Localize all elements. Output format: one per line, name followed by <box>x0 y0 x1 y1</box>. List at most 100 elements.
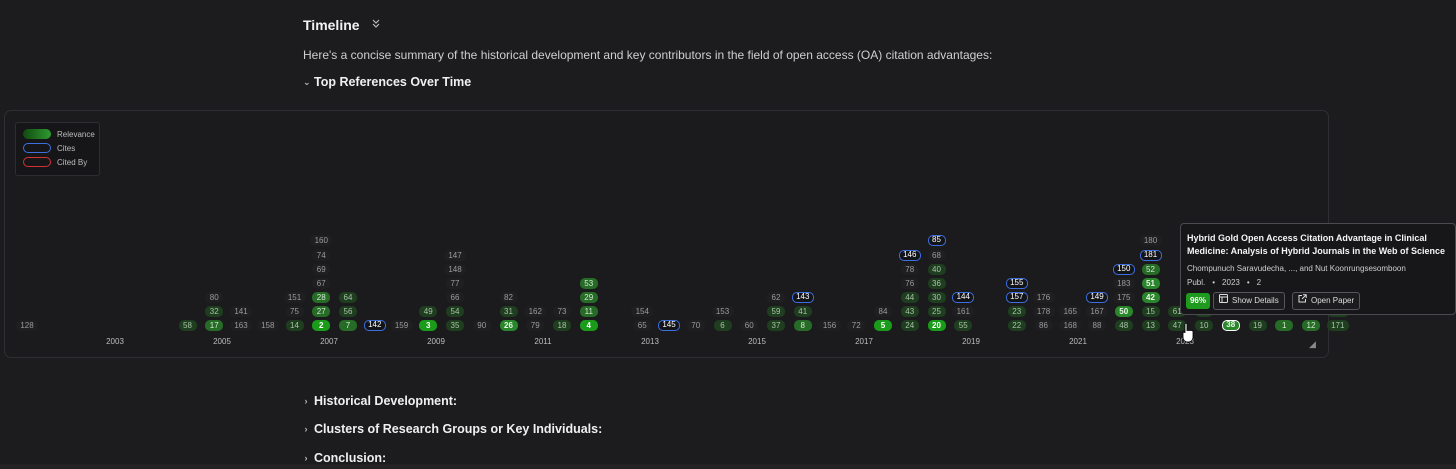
reference-pill[interactable]: 80 <box>205 291 224 303</box>
reference-pill[interactable]: 154 <box>631 305 654 317</box>
reference-pill[interactable]: 150 <box>1112 263 1135 275</box>
resize-handle-icon[interactable]: ◢ <box>1309 339 1316 349</box>
reference-pill[interactable]: 8 <box>793 320 812 331</box>
reference-pill[interactable]: 47 <box>1168 320 1187 331</box>
reference-pill[interactable]: 53 <box>579 277 598 289</box>
reference-pill[interactable]: 68 <box>927 249 946 261</box>
reference-pill[interactable]: 20 <box>927 320 946 331</box>
reference-pill[interactable]: 165 <box>1059 305 1082 317</box>
open-paper-button[interactable]: Open Paper <box>1292 292 1361 310</box>
reference-pill[interactable]: 145 <box>658 320 680 331</box>
reference-pill[interactable]: 49 <box>419 305 438 317</box>
section-top-references[interactable]: ⌄ Top References Over Time <box>303 75 471 89</box>
reference-pill[interactable]: 30 <box>927 291 946 303</box>
reference-pill[interactable]: 27 <box>312 305 331 317</box>
reference-pill[interactable]: 1 <box>1275 320 1294 331</box>
reference-pill[interactable]: 59 <box>767 305 785 317</box>
reference-pill[interactable]: 44 <box>900 291 919 303</box>
reference-pill[interactable]: 153 <box>711 305 734 317</box>
reference-pill[interactable]: 10 <box>1195 320 1213 331</box>
reference-pill[interactable]: 36 <box>927 277 946 289</box>
reference-pill[interactable]: 160 <box>310 235 333 247</box>
reference-pill[interactable]: 51 <box>1141 277 1160 289</box>
reference-pill[interactable]: 178 <box>1032 305 1055 317</box>
reference-pill[interactable]: 146 <box>898 249 921 261</box>
reference-pill[interactable]: 142 <box>363 320 386 331</box>
reference-pill[interactable]: 56 <box>339 305 357 317</box>
reference-pill[interactable]: 158 <box>256 320 279 331</box>
reference-pill[interactable]: 29 <box>579 291 598 303</box>
reference-pill[interactable]: 12 <box>1302 320 1320 331</box>
reference-pill[interactable]: 180 <box>1139 235 1162 247</box>
reference-pill[interactable]: 37 <box>767 320 785 331</box>
section-historical-development[interactable]: › Historical Development: <box>303 394 458 408</box>
reference-pill[interactable]: 82 <box>499 291 518 303</box>
reference-pill[interactable]: 2 <box>312 320 331 331</box>
reference-pill[interactable]: 61 <box>1168 305 1187 317</box>
reference-pill[interactable]: 22 <box>1007 320 1026 331</box>
reference-pill[interactable]: 168 <box>1059 320 1082 331</box>
reference-pill[interactable]: 143 <box>791 291 814 303</box>
reference-pill[interactable]: 149 <box>1086 291 1108 303</box>
reference-pill[interactable]: 85 <box>927 235 946 247</box>
reference-pill[interactable]: 84 <box>874 305 892 317</box>
reference-pill[interactable]: 7 <box>339 320 357 331</box>
reference-pill[interactable]: 78 <box>900 263 919 275</box>
reference-pill[interactable]: 66 <box>446 291 464 303</box>
reference-pill[interactable]: 24 <box>900 320 919 331</box>
reference-pill[interactable]: 79 <box>526 320 545 331</box>
reference-pill[interactable]: 157 <box>1005 291 1028 303</box>
reference-pill[interactable]: 48 <box>1114 320 1133 331</box>
reference-pill[interactable]: 155 <box>1005 277 1028 289</box>
reference-pill[interactable]: 32 <box>205 305 224 317</box>
reference-pill[interactable]: 162 <box>524 305 547 317</box>
reference-pill[interactable]: 77 <box>446 277 464 289</box>
reference-pill[interactable]: 128 <box>16 320 38 331</box>
reference-pill[interactable]: 65 <box>633 320 652 331</box>
reference-pill[interactable]: 25 <box>927 305 946 317</box>
reference-pill[interactable]: 26 <box>499 320 518 331</box>
reference-pill[interactable]: 38 <box>1221 320 1240 331</box>
reference-pill[interactable]: 86 <box>1034 320 1053 331</box>
reference-pill[interactable]: 13 <box>1141 320 1160 331</box>
reference-pill[interactable]: 73 <box>553 305 571 317</box>
reference-pill[interactable]: 62 <box>767 291 785 303</box>
reference-pill[interactable]: 70 <box>686 320 705 331</box>
show-details-button[interactable]: Show Details <box>1213 292 1285 310</box>
reference-pill[interactable]: 40 <box>927 263 946 275</box>
reference-pill[interactable]: 159 <box>390 320 413 331</box>
reference-pill[interactable]: 88 <box>1088 320 1106 331</box>
reference-pill[interactable]: 52 <box>1141 263 1160 275</box>
reference-pill[interactable]: 19 <box>1248 320 1267 331</box>
reference-pill[interactable]: 14 <box>285 320 304 331</box>
reference-pill[interactable]: 76 <box>900 277 919 289</box>
reference-pill[interactable]: 175 <box>1112 291 1135 303</box>
reference-pill[interactable]: 156 <box>818 320 841 331</box>
reference-pill[interactable]: 55 <box>954 320 973 331</box>
double-chevron-down-icon[interactable] <box>372 19 380 31</box>
reference-pill[interactable]: 43 <box>900 305 919 317</box>
reference-pill[interactable]: 54 <box>446 305 464 317</box>
reference-pill[interactable]: 5 <box>874 320 892 331</box>
reference-pill[interactable]: 176 <box>1032 291 1055 303</box>
reference-pill[interactable]: 75 <box>285 305 304 317</box>
reference-pill[interactable]: 17 <box>205 320 224 331</box>
reference-pill[interactable]: 60 <box>740 320 759 331</box>
reference-pill[interactable]: 50 <box>1114 305 1133 317</box>
reference-pill[interactable]: 147 <box>444 249 466 261</box>
reference-pill[interactable]: 11 <box>579 305 598 317</box>
reference-pill[interactable]: 6 <box>713 320 732 331</box>
reference-pill[interactable]: 183 <box>1112 277 1135 289</box>
reference-pill[interactable]: 28 <box>312 291 331 303</box>
reference-pill[interactable]: 35 <box>446 320 464 331</box>
reference-pill[interactable]: 4 <box>579 320 598 331</box>
reference-pill[interactable]: 148 <box>444 263 466 275</box>
reference-pill[interactable]: 72 <box>847 320 866 331</box>
reference-pill[interactable]: 23 <box>1007 305 1026 317</box>
reference-pill[interactable]: 167 <box>1086 305 1108 317</box>
reference-pill[interactable]: 31 <box>499 305 518 317</box>
reference-pill[interactable]: 3 <box>419 320 438 331</box>
reference-pill[interactable]: 151 <box>283 291 306 303</box>
reference-pill[interactable]: 58 <box>178 320 197 331</box>
reference-pill[interactable]: 163 <box>230 320 252 331</box>
